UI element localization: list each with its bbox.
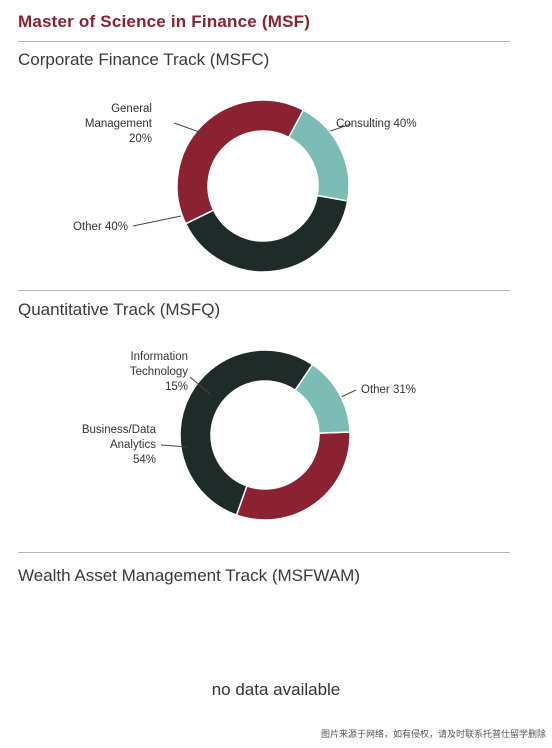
divider	[18, 290, 510, 291]
section-title-msfc: Corporate Finance Track (MSFC)	[18, 50, 270, 69]
section-title-msfwam: Wealth Asset Management Track (MSFWAM)	[18, 566, 360, 585]
donut-slice	[176, 99, 305, 225]
section-title-msfq: Quantitative Track (MSFQ)	[18, 300, 221, 319]
watermark-text: 图片来源于网络，如有侵权，请及时联系托普仕留学删除	[320, 729, 546, 739]
leader-line	[160, 444, 189, 448]
leader-line	[132, 215, 182, 227]
page-title: Master of Science in Finance (MSF)	[18, 12, 311, 31]
divider	[18, 41, 510, 42]
leader-line	[173, 122, 209, 136]
donut-chart-msfc: Consulting 40% Other 40% General Management…	[73, 99, 417, 273]
donut-slice	[184, 194, 349, 273]
slice-label: Business/Data Analytics 54%	[82, 424, 157, 466]
divider	[18, 552, 510, 553]
slice-label: Consulting 40%	[336, 118, 417, 130]
donut-slice	[287, 109, 350, 202]
no-data-message: no data available	[211, 680, 341, 699]
slice-label: Other 31%	[361, 384, 416, 396]
donut-chart-msfq: Other 31% Business/Data Analytics 54% Inform…	[82, 349, 416, 521]
slice-label: General Management 20%	[85, 103, 153, 145]
slice-label: Information Technology 15%	[130, 351, 188, 393]
slice-label: Other 40%	[73, 221, 128, 233]
donut-slice	[294, 363, 351, 434]
donut-slice	[179, 349, 314, 517]
leader-line	[189, 376, 212, 396]
donut-slice	[235, 431, 351, 521]
